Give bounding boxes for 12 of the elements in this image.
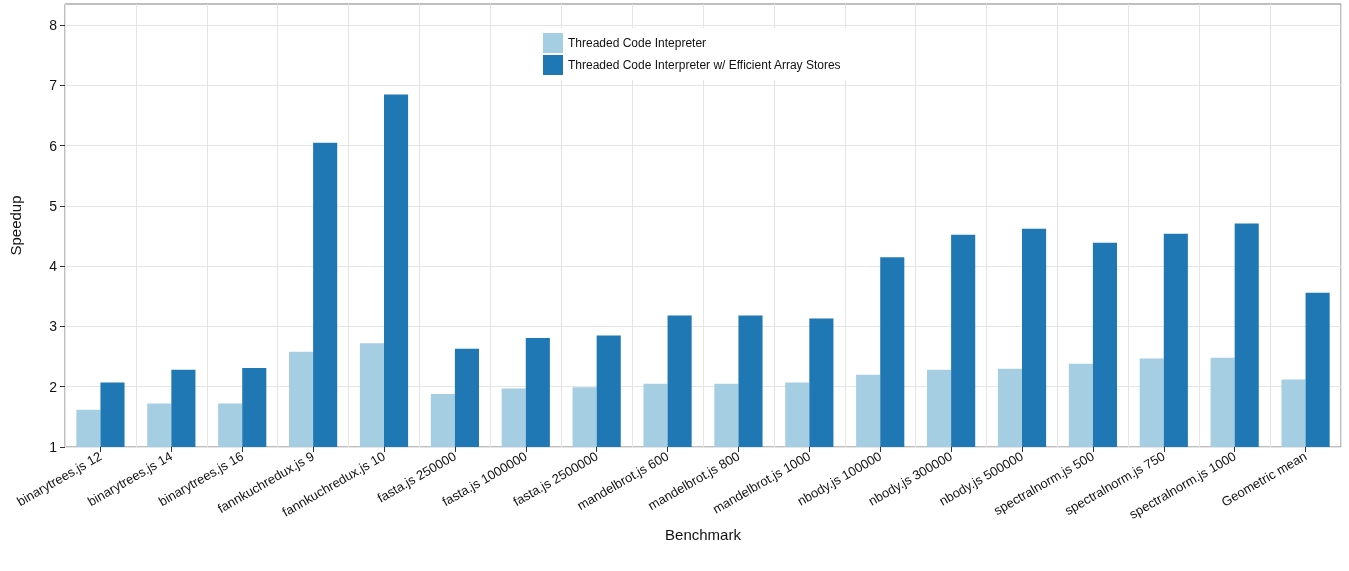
legend-label: Threaded Code Intepreter bbox=[568, 36, 707, 50]
y-tick-label: 3 bbox=[49, 318, 58, 335]
y-axis-title: Speedup bbox=[7, 195, 24, 256]
y-tick-label: 6 bbox=[49, 137, 58, 154]
legend-label: Threaded Code Interpreter w/ Efficient Array Stores bbox=[568, 58, 841, 72]
x-axis-title: Benchmark bbox=[665, 526, 742, 544]
y-tick-label: 7 bbox=[49, 77, 58, 94]
y-tick-label: 8 bbox=[49, 17, 58, 34]
y-tick-label: 5 bbox=[49, 197, 58, 214]
y-tick-label: 1 bbox=[49, 439, 58, 455]
y-tick-label: 2 bbox=[49, 378, 58, 395]
y-tick-label: 4 bbox=[49, 258, 58, 275]
